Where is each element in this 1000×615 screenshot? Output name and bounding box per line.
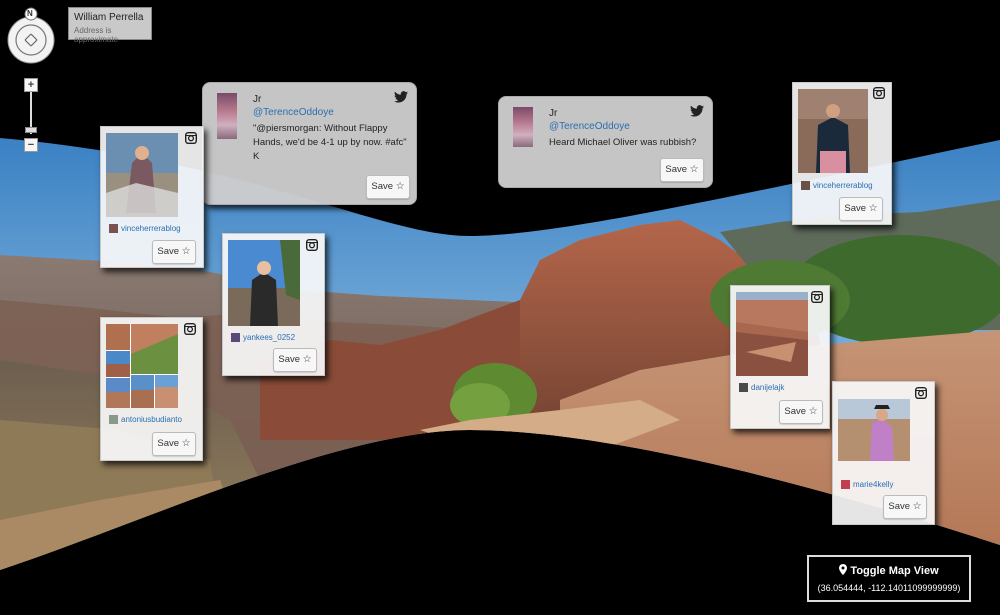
save-button[interactable]: Save ☆ bbox=[152, 240, 196, 264]
tweet-line: Heard Michael Oliver was rubbish? bbox=[549, 137, 697, 148]
save-button[interactable]: Save ☆ bbox=[883, 495, 927, 519]
instagram-photo[interactable] bbox=[228, 240, 300, 326]
instagram-card[interactable]: yankees_0252 Save ☆ bbox=[222, 233, 325, 376]
avatar bbox=[217, 93, 237, 139]
instagram-username[interactable]: yankees_0252 bbox=[243, 333, 296, 342]
compass-control[interactable] bbox=[6, 7, 56, 65]
instagram-photo[interactable] bbox=[736, 292, 808, 376]
tweet-line: "@piersmorgan: Without Flappy bbox=[253, 123, 388, 134]
instagram-username[interactable]: marie4kelly bbox=[853, 480, 894, 489]
star-icon: ☆ bbox=[395, 181, 405, 192]
instagram-username[interactable]: vinceherrerablog bbox=[121, 224, 181, 233]
save-button[interactable]: Save ☆ bbox=[779, 400, 823, 424]
avatar bbox=[109, 415, 118, 424]
star-icon: ☆ bbox=[868, 203, 878, 214]
save-button[interactable]: Save ☆ bbox=[839, 197, 883, 221]
toggle-map-text: Toggle Map View bbox=[850, 565, 939, 577]
instagram-card[interactable]: antoniusbudianto Save ☆ bbox=[100, 317, 203, 461]
star-icon: ☆ bbox=[181, 438, 191, 449]
instagram-icon bbox=[873, 87, 885, 99]
zoom-in-button[interactable]: + bbox=[24, 78, 38, 92]
coordinates-readout: (36.054444, -112.14011099999999) bbox=[817, 583, 961, 593]
star-icon: ☆ bbox=[912, 501, 922, 512]
save-label: Save bbox=[784, 406, 807, 417]
instagram-username[interactable]: danijelajk bbox=[751, 383, 785, 392]
tweet-text: Heard Michael Oliver was rubbish? bbox=[549, 136, 696, 150]
save-label: Save bbox=[278, 354, 301, 365]
tweet-card[interactable]: Jr @TerenceOddoye Heard Michael Oliver w… bbox=[498, 96, 713, 188]
instagram-card[interactable]: danijelajk Save ☆ bbox=[730, 285, 830, 429]
star-icon: ☆ bbox=[808, 406, 818, 417]
tweet-line: Hands, we'd be 4-1 up by now. #afc" bbox=[253, 137, 407, 148]
save-label: Save bbox=[665, 164, 688, 175]
zoom-control: + − bbox=[24, 78, 38, 152]
tweet-text: "@piersmorgan: Without Flappy Hands, we'… bbox=[253, 122, 407, 164]
instagram-photo[interactable] bbox=[798, 89, 868, 173]
save-label: Save bbox=[157, 438, 180, 449]
tweet-line: K bbox=[253, 151, 260, 162]
star-icon: ☆ bbox=[689, 164, 699, 175]
instagram-card[interactable]: vinceherrerablog Save ☆ bbox=[100, 126, 204, 268]
location-name: William Perrella bbox=[74, 12, 144, 23]
tweet-author-name: Jr bbox=[253, 94, 262, 105]
avatar bbox=[109, 224, 118, 233]
tweet-author-handle[interactable]: @TerenceOddoye bbox=[549, 121, 630, 132]
star-icon: ☆ bbox=[181, 246, 191, 257]
avatar bbox=[231, 333, 240, 342]
zoom-track[interactable] bbox=[30, 92, 32, 134]
save-label: Save bbox=[888, 501, 911, 512]
instagram-username[interactable]: antoniusbudianto bbox=[121, 415, 182, 424]
address-note: Address is approximate bbox=[74, 26, 119, 44]
star-icon: ☆ bbox=[302, 354, 312, 365]
save-label: Save bbox=[157, 246, 180, 257]
instagram-icon bbox=[184, 323, 196, 335]
instagram-username[interactable]: vinceherrerablog bbox=[813, 181, 873, 190]
save-label: Save bbox=[371, 181, 394, 192]
zoom-slider-thumb[interactable] bbox=[25, 127, 37, 133]
avatar bbox=[513, 107, 533, 147]
instagram-card[interactable]: marie4kelly Save ☆ bbox=[832, 381, 935, 525]
address-box: William Perrella Address is approximate bbox=[68, 7, 152, 44]
twitter-icon bbox=[394, 91, 408, 103]
save-button[interactable]: Save ☆ bbox=[366, 175, 410, 199]
tweet-author-name: Jr bbox=[549, 108, 558, 119]
save-button[interactable]: Save ☆ bbox=[152, 432, 196, 456]
tweet-card[interactable]: Jr @TerenceOddoye "@piersmorgan: Without… bbox=[202, 82, 417, 205]
instagram-photo[interactable] bbox=[106, 133, 178, 217]
instagram-icon bbox=[306, 239, 318, 251]
instagram-icon bbox=[185, 132, 197, 144]
zoom-out-button[interactable]: − bbox=[24, 138, 38, 152]
save-button[interactable]: Save ☆ bbox=[273, 348, 317, 372]
instagram-card[interactable]: vinceherrerablog Save ☆ bbox=[792, 82, 892, 225]
toggle-map-view-button[interactable]: Toggle Map View (36.054444, -112.1401109… bbox=[807, 555, 971, 602]
instagram-icon bbox=[811, 291, 823, 303]
avatar bbox=[841, 480, 850, 489]
avatar bbox=[801, 181, 810, 190]
twitter-icon bbox=[690, 105, 704, 117]
save-label: Save bbox=[844, 203, 867, 214]
toggle-map-label: Toggle Map View bbox=[809, 564, 969, 577]
avatar bbox=[739, 383, 748, 392]
instagram-photo[interactable] bbox=[838, 399, 910, 461]
map-pin-icon bbox=[839, 564, 848, 575]
instagram-photo[interactable] bbox=[106, 324, 178, 408]
save-button[interactable]: Save ☆ bbox=[660, 158, 704, 182]
instagram-icon bbox=[915, 387, 927, 399]
tweet-author-handle[interactable]: @TerenceOddoye bbox=[253, 107, 334, 118]
compass-north-label: N bbox=[27, 9, 33, 18]
